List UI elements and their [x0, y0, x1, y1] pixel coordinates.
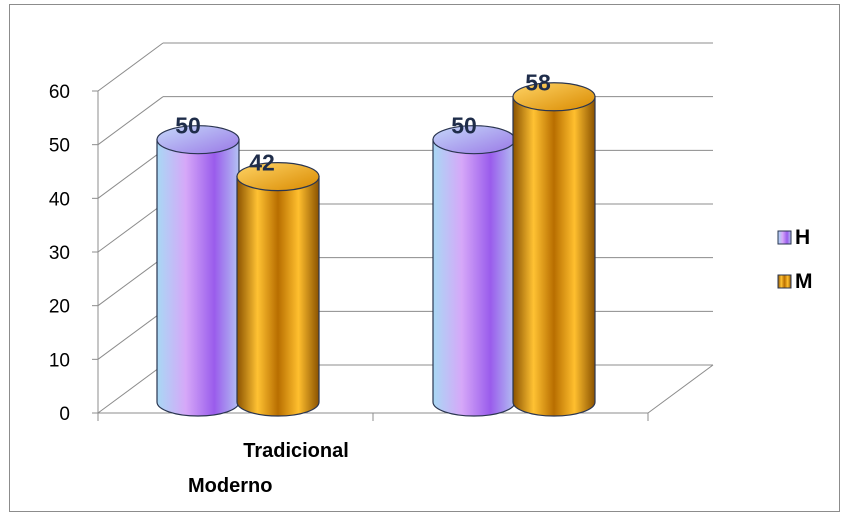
data-label: 42: [249, 150, 275, 176]
cylinder-body: [156, 139, 240, 417]
y-tick-label: 20: [49, 297, 70, 318]
y-tick-label: 60: [49, 82, 70, 103]
side-gridline: [97, 42, 164, 92]
legend-swatch: [777, 230, 792, 245]
category-label: Moderno: [188, 475, 272, 497]
cylinder-top: [236, 162, 320, 192]
legend-swatch: [777, 274, 792, 289]
bar-m-tradicional: [236, 162, 320, 417]
bar-h-moderno: [432, 125, 516, 417]
legend-label: H: [795, 226, 810, 249]
cylinder-top: [512, 82, 596, 112]
floor-right-edge: [647, 364, 714, 414]
data-label: 50: [451, 113, 477, 139]
data-label: 50: [175, 113, 201, 139]
legend-item-m: M: [777, 270, 813, 293]
side-gridline: [97, 310, 164, 360]
side-gridline: [97, 96, 164, 146]
bars-layer: [156, 82, 596, 417]
axes-layer: 0 10 20 30 40 50 60: [49, 42, 714, 425]
y-tick-label: 30: [49, 243, 70, 264]
y-tick-label: 10: [49, 350, 70, 371]
bar-h-tradicional: [156, 125, 240, 417]
side-gridline: [97, 364, 164, 414]
bar-m-moderno: [512, 82, 596, 417]
side-gridline: [97, 257, 164, 307]
cylinder-body: [236, 176, 320, 417]
side-gridline: [97, 203, 164, 253]
category-label: Tradicional: [243, 440, 349, 462]
y-tick-label: 40: [49, 189, 70, 210]
legend: HM: [777, 226, 813, 293]
y-tick-label: 0: [59, 404, 70, 425]
legend-label: M: [795, 270, 813, 293]
labels-layer: Tradicional Moderno 50 42 50 58: [175, 70, 551, 497]
cylinder-top: [156, 125, 240, 155]
legend-item-h: H: [777, 226, 810, 249]
data-label: 58: [525, 70, 551, 96]
cylinder-body: [512, 96, 596, 417]
side-gridline: [97, 149, 164, 199]
y-tick-label: 50: [49, 136, 70, 157]
cylinder-body: [432, 139, 516, 417]
